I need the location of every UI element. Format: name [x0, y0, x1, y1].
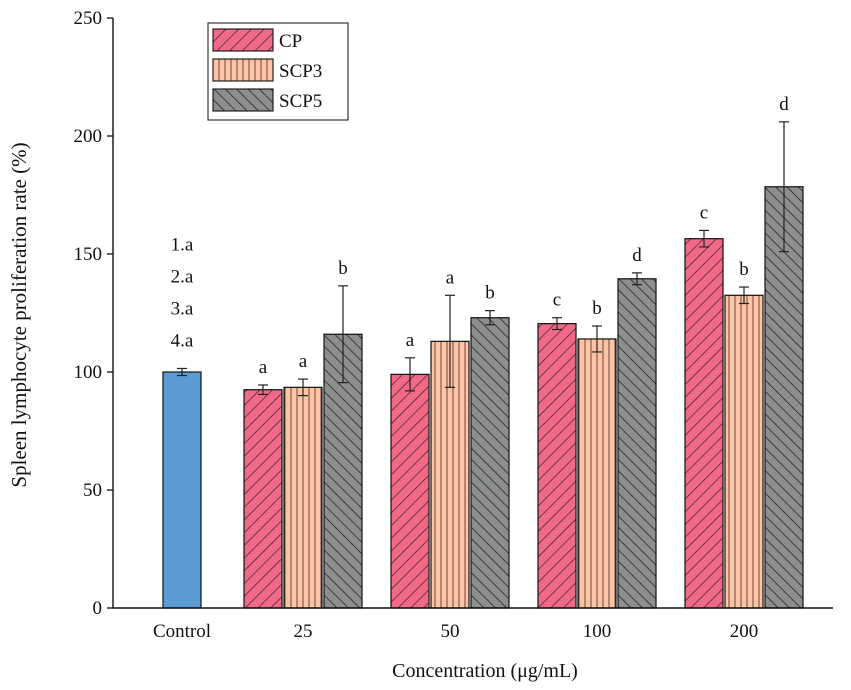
annotation-scp3-200: b — [739, 259, 749, 280]
annotation-cp-50: a — [406, 330, 415, 351]
errorbar-scp3-100 — [592, 325, 602, 353]
errorbar-scp3-25 — [298, 378, 308, 397]
annotation-cp-25: a — [259, 357, 268, 378]
legend-label-scp5: SCP5 — [279, 91, 322, 112]
legend: CP SCP3 SCP5 — [207, 22, 349, 121]
x-tick-label-200: 200 — [730, 621, 759, 642]
errorbar-cp-50 — [405, 357, 415, 392]
control-annotation-3: 3.a — [171, 298, 194, 319]
errorbar-scp5-25 — [338, 285, 348, 384]
bar-scp5-100-hatch — [618, 278, 656, 608]
x-tick-label-control: Control — [153, 621, 211, 642]
y-tick-label-250: 250 — [74, 8, 103, 29]
bar-cp-50-hatch — [391, 374, 429, 608]
bar-scp5-200-hatch — [765, 186, 803, 609]
bar-cp-200-hatch — [685, 238, 723, 608]
annotation-scp3-50: a — [446, 267, 455, 288]
annotation-scp5-50: b — [485, 283, 495, 304]
errorbar-scp5-200 — [779, 121, 789, 253]
control-annotation-1: 1.a — [171, 234, 194, 255]
y-tick-label-0: 0 — [93, 598, 103, 619]
errorbar-cp-100 — [552, 317, 562, 331]
errorbar-scp3-200 — [739, 286, 749, 305]
x-tick-label-100: 100 — [583, 621, 612, 642]
errorbar-cp-25 — [258, 384, 268, 396]
legend-swatch-hatch-cp — [213, 29, 273, 51]
legend-label-cp: CP — [279, 31, 302, 52]
y-tick-label-50: 50 — [83, 480, 102, 501]
legend-swatch-outline-cp — [212, 28, 274, 52]
bar-scp3-200-hatch — [725, 295, 763, 608]
annotation-cp-200: c — [700, 202, 708, 223]
bar-control — [163, 372, 201, 608]
errorbar-scp5-100 — [632, 272, 642, 286]
annotation-scp3-100: b — [592, 298, 602, 319]
errorbar-control — [177, 367, 187, 377]
bar-scp5-50-hatch — [471, 317, 509, 608]
control-annotation-4: 4.a — [171, 330, 194, 351]
legend-swatch-hatch-scp5 — [213, 89, 273, 111]
bar-scp3-25-hatch — [284, 387, 322, 608]
annotation-cp-100: c — [553, 290, 561, 311]
control-annotation-2: 2.a — [171, 266, 194, 287]
errorbar-scp3-50 — [445, 294, 455, 388]
bar-cp-25-hatch — [244, 389, 282, 608]
legend-swatch-outline-scp3 — [212, 58, 274, 82]
annotation-scp5-100: d — [632, 245, 642, 266]
bar-cp-100-hatch — [538, 323, 576, 608]
legend-swatch-hatch-scp3 — [213, 59, 273, 81]
x-axis-title: Concentration (μg/mL) — [392, 660, 578, 682]
x-tick-label-25: 25 — [294, 621, 313, 642]
y-tick-label-100: 100 — [74, 362, 103, 383]
y-axis-title: Spleen lymphocyte proliferation rate (%) — [7, 142, 31, 487]
errorbar-cp-200 — [699, 229, 709, 248]
bar-scp3-100-hatch — [578, 338, 616, 608]
y-tick-label-150: 150 — [74, 244, 103, 265]
annotation-scp3-25: a — [299, 351, 308, 372]
x-tick-label-50: 50 — [441, 621, 460, 642]
legend-label-scp3: SCP3 — [279, 61, 322, 82]
legend-swatch-outline-scp5 — [212, 88, 274, 112]
annotation-scp5-200: d — [779, 94, 789, 115]
annotation-scp5-25: b — [338, 258, 348, 279]
y-tick-label-200: 200 — [74, 126, 103, 147]
errorbar-scp5-50 — [485, 310, 495, 326]
